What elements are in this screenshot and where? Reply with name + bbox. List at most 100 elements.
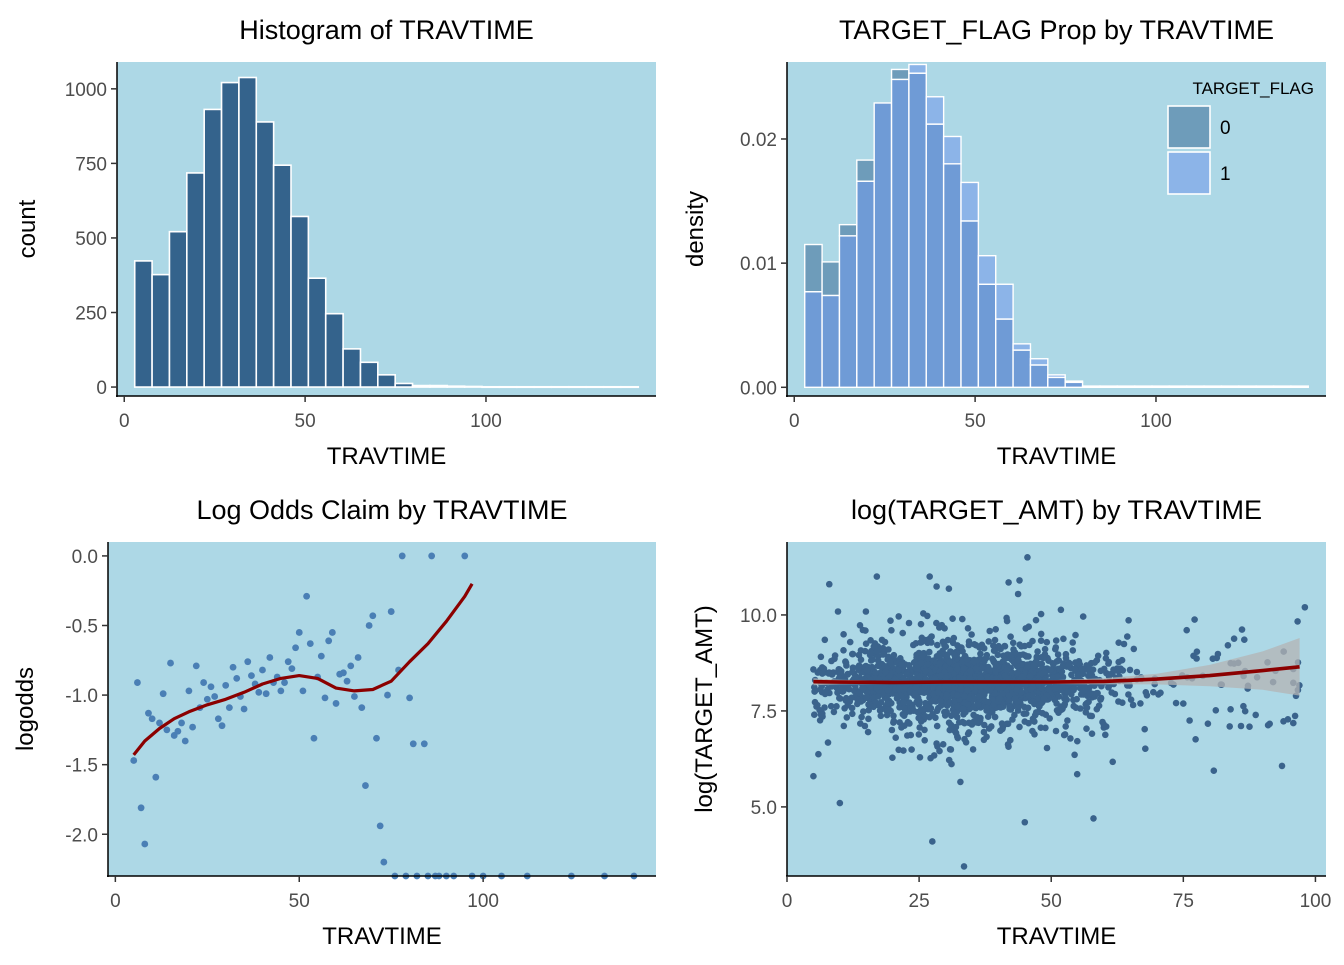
logodds-point [409,740,417,748]
target-amt-point [828,683,835,690]
density-bar-overlap [960,220,980,389]
target-amt-point [996,695,1003,702]
histogram-bar [359,361,379,388]
target-amt-point [1086,665,1093,672]
target-amt-point [895,746,902,754]
target-amt-point [941,625,948,632]
target-amt-point [936,660,943,667]
target-amt-point [815,750,822,758]
target-amt-point [919,651,927,659]
logodds-point [189,723,196,731]
density-bar-flag-1 [1029,358,1049,366]
target-amt-point [1085,672,1092,680]
target-amt-point [1024,704,1032,712]
target-amt-point [973,719,980,726]
target-amt-point [981,721,988,729]
target-amt-point [960,863,968,870]
target-amt-point [986,666,993,674]
logodds-point [159,690,167,698]
target-amt-point [1095,702,1103,709]
target-amt-point [1001,672,1009,679]
y-tick-label: -0.5 [65,617,98,638]
target-amt-point [1005,697,1013,704]
target-amt-point [952,729,960,737]
target-amt-point [814,669,822,676]
logodds-point [406,694,413,702]
target-amt-point [1130,645,1138,653]
target-amt-point [977,674,984,681]
target-amt-point [916,673,923,680]
target-amt-point [1034,695,1041,702]
target-amt-point [954,703,961,710]
target-amt-point [915,731,923,738]
target-amt-point [924,612,931,620]
target-amt-point [1039,709,1046,717]
target-amt-point [1022,625,1029,632]
target-amt-point [1060,635,1067,643]
target-amt-point [1157,689,1164,697]
target-amt-point [857,720,864,727]
target-amt-point [1210,767,1218,774]
target-amt-point [890,712,897,720]
target-amt-point [1062,723,1069,730]
logodds-point [387,608,395,615]
target-amt-point [976,643,984,650]
target-amt-point [918,638,926,646]
target-amt-point [997,704,1004,711]
target-amt-point [1052,637,1060,644]
target-amt-point [890,719,897,726]
logodds-point [174,727,182,735]
target-amt-point [926,573,933,580]
target-amt-point [943,652,951,659]
target-amt-point [872,641,879,649]
density-bar-overlap [1064,381,1084,389]
target-amt-point [1041,645,1049,653]
density-bar-flag-0 [838,223,858,237]
target-amt-point [873,573,881,580]
target-amt-point [855,664,862,672]
target-amt-point [917,620,925,628]
target-amt-point [919,706,926,713]
logodds-point [203,695,211,703]
target-amt-point [966,675,974,682]
target-amt-point [925,638,933,645]
target-amt-point [983,733,990,741]
target-amt-point [895,666,902,674]
target-amt-point [983,704,990,711]
target-amt-point [957,778,964,786]
density-bar-flag-0 [856,159,875,182]
histogram-bar [290,215,310,388]
target-amt-point [933,583,940,590]
x-tick-label: 50 [1041,891,1062,912]
target-amt-point [921,737,928,744]
logodds-point [384,691,391,699]
target-amt-point [946,666,954,673]
histogram-bar [272,164,292,388]
target-amt-point [860,708,867,715]
x-axis-title: TRAVTIME [997,923,1117,950]
target-amt-point [986,627,993,635]
target-amt-point [1126,666,1134,674]
density-bar-flag-1 [960,181,980,222]
target-amt-point [846,638,854,646]
logodds-point [141,840,149,848]
target-amt-point [1029,715,1037,723]
target-amt-point [970,658,978,666]
target-amt-point [1016,577,1023,584]
target-amt-point [933,707,941,715]
target-amt-point [907,731,915,739]
target-amt-point [874,693,882,700]
target-amt-point [1246,723,1253,730]
target-amt-point [961,735,968,743]
target-amt-point [1005,579,1012,586]
target-amt-point [1102,723,1110,730]
target-amt-point [1067,735,1074,742]
density-bar-overlap [1255,385,1275,389]
target-amt-point [824,739,832,746]
logodds-point [233,674,241,682]
target-amt-point [1054,651,1062,658]
target-amt-point [1141,725,1148,733]
histogram-bar [533,385,553,389]
target-amt-point [1034,648,1041,655]
target-amt-point [1226,723,1233,730]
